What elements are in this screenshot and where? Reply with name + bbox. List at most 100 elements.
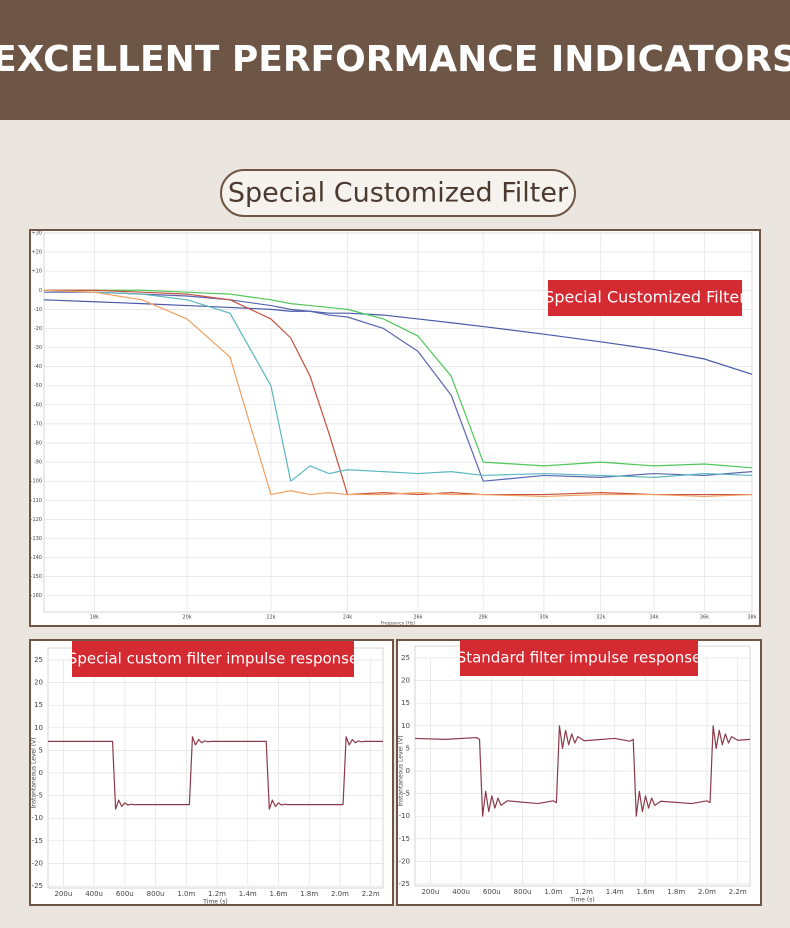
y-tick-label: -10 [32, 814, 43, 822]
series-line [43, 289, 753, 498]
y-tick-label: -15 [399, 835, 410, 843]
x-tick-label: 2.2m [729, 888, 747, 896]
x-tick-label: 1.4m [239, 890, 257, 898]
x-tick-label: 1.8m [300, 890, 318, 898]
y-tick-label: -150 [31, 574, 42, 580]
y-tick-label: -100 [31, 479, 42, 485]
y-tick-label: 20 [34, 679, 43, 687]
y-tick-label: 15 [401, 699, 410, 707]
y-tick-label: -15 [32, 837, 43, 845]
y-tick-label: 0 [406, 767, 410, 775]
annotation: Special custom filter impulse response [68, 650, 358, 668]
y-axis-label: Instantaneous Level (V) [31, 737, 38, 808]
x-tick-label: 38k [747, 615, 756, 621]
plot-area [414, 645, 751, 887]
x-axis-label: Frequency (Hz) [381, 621, 415, 627]
section-title: Special Customized Filter [228, 178, 569, 209]
x-axis-label: Time (s) [569, 897, 594, 904]
y-axis-label: Instantaneous Level (V) [398, 735, 405, 806]
x-tick-label: 200u [421, 888, 439, 896]
y-tick-label: 10 [401, 722, 410, 730]
y-tick-label: 25 [401, 654, 410, 662]
series-line [48, 736, 383, 810]
y-tick-label: -20 [399, 857, 410, 865]
y-tick-label: +20 [31, 250, 42, 256]
annotation: Special Customized Filter [544, 288, 746, 307]
series-line [43, 289, 753, 482]
x-tick-label: 1.4m [606, 888, 624, 896]
x-tick-label: 2.0m [331, 890, 349, 898]
y-tick-label: -10 [399, 812, 410, 820]
y-tick-label: +30 [31, 231, 42, 237]
y-tick-label: 0 [39, 769, 43, 777]
x-tick-label: 30k [539, 615, 548, 621]
y-tick-label: -130 [31, 536, 42, 542]
charts: +30+20+100-10-20-30-40-50-60-70-80-90-10… [31, 231, 757, 906]
y-tick-label: -5 [403, 790, 410, 798]
x-tick-label: 1.0m [177, 890, 195, 898]
series-line [43, 299, 753, 375]
x-tick-label: 28k [479, 615, 488, 621]
x-tick-label: 1.6m [637, 888, 655, 896]
x-tick-label: 600u [116, 890, 134, 898]
annotation-box [460, 640, 698, 676]
x-tick-label: 24k [343, 615, 352, 621]
y-tick-label: 20 [401, 677, 410, 685]
x-tick-label: 26k [413, 615, 422, 621]
y-tick-label: -25 [399, 880, 410, 888]
y-tick-label: 15 [34, 701, 43, 709]
series-line [44, 291, 753, 482]
series-line [44, 289, 753, 469]
y-tick-label: 10 [34, 724, 43, 732]
x-tick-label: 36k [700, 615, 709, 621]
annotation-box [548, 280, 742, 316]
x-tick-label: 2.2m [362, 890, 380, 898]
x-tick-label: 20k [182, 615, 191, 621]
x-tick-label: 1.8m [667, 888, 685, 896]
x-tick-label: 400u [85, 890, 103, 898]
x-tick-label: 18k [90, 615, 99, 621]
y-tick-label: -120 [31, 517, 42, 523]
x-tick-label: 32k [596, 615, 605, 621]
y-tick-label: -160 [31, 593, 42, 599]
x-tick-label: 200u [54, 890, 72, 898]
x-tick-label: 34k [649, 615, 658, 621]
x-tick-label: 1.0m [544, 888, 562, 896]
section-pill [220, 169, 576, 217]
y-tick-label: -40 [34, 364, 42, 370]
y-tick-label: 5 [406, 744, 410, 752]
x-tick-label: 800u [514, 888, 532, 896]
y-tick-label: 0 [39, 288, 42, 294]
y-tick-label: -80 [34, 441, 42, 447]
x-tick-label: 800u [147, 890, 165, 898]
y-tick-label: -20 [34, 326, 42, 332]
y-tick-label: -110 [31, 498, 42, 504]
y-tick-label: -60 [34, 402, 42, 408]
x-tick-label: 1.2m [208, 890, 226, 898]
x-tick-label: 600u [483, 888, 501, 896]
annotation: Standard filter impulse response [457, 649, 702, 667]
x-tick-label: 400u [452, 888, 470, 896]
y-tick-label: -25 [32, 882, 43, 890]
x-tick-label: 2.0m [698, 888, 716, 896]
annotation-box [72, 641, 354, 677]
x-tick-label: 1.2m [575, 888, 593, 896]
header-band [0, 0, 790, 120]
y-tick-label: -50 [34, 383, 42, 389]
x-tick-label: 1.6m [270, 890, 288, 898]
plot-area [47, 647, 384, 889]
y-tick-label: -30 [34, 345, 42, 351]
y-tick-label: -90 [34, 460, 42, 466]
y-tick-label: 5 [39, 746, 43, 754]
header-title: EXCELLENT PERFORMANCE INDICATORS [0, 39, 790, 80]
y-tick-label: -20 [32, 859, 43, 867]
y-tick-label: -5 [36, 792, 43, 800]
y-tick-label: +10 [31, 269, 42, 275]
series-line [414, 725, 751, 817]
y-tick-label: -140 [31, 555, 42, 561]
y-tick-label: -10 [34, 307, 42, 313]
x-tick-label: 22k [266, 615, 275, 621]
y-tick-label: -70 [34, 421, 42, 427]
x-axis-label: Time (s) [202, 899, 227, 906]
